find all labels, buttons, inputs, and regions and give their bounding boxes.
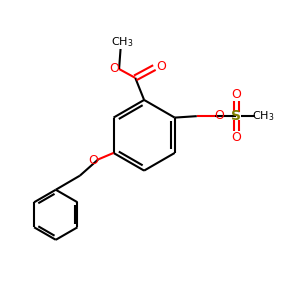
Text: CH$_3$: CH$_3$: [111, 36, 133, 50]
Text: O: O: [231, 88, 241, 101]
Text: O: O: [231, 131, 241, 144]
Text: S: S: [231, 109, 241, 123]
Text: CH$_3$: CH$_3$: [252, 109, 275, 123]
Text: O: O: [88, 154, 98, 166]
Text: O: O: [110, 61, 120, 75]
Text: O: O: [156, 60, 166, 73]
Text: O: O: [214, 109, 224, 122]
